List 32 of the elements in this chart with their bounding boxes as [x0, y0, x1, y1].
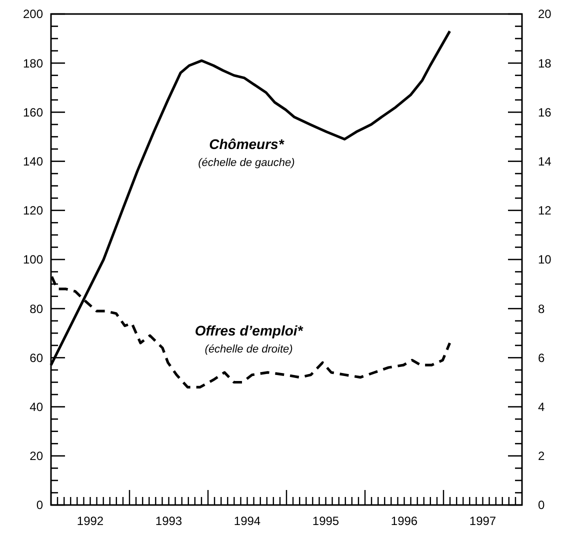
y-tick-label: 0	[36, 498, 44, 512]
x-tick-label: 1993	[155, 514, 182, 528]
y-tick-label: 100	[22, 252, 44, 267]
y2-tick-label: 0	[538, 498, 545, 512]
y-tick-label: 160	[22, 105, 44, 120]
y-tick-label: 40	[30, 400, 44, 414]
y2-tick-label: 8	[538, 302, 545, 316]
x-tick-label: 1997	[469, 514, 496, 528]
y2-tick-label: 18	[538, 56, 552, 70]
y2-tick-label: 4	[538, 400, 545, 414]
x-tick-label: 1992	[76, 514, 104, 528]
y2-tick-label: 2	[538, 449, 545, 464]
x-tick-label: 1994	[234, 514, 261, 528]
y-tick-label: 120	[22, 204, 44, 218]
annotation: (échelle de droite)	[204, 344, 294, 356]
y-tick-label: 60	[30, 350, 44, 365]
y2-tick-label: 16	[538, 105, 552, 120]
y2-tick-label: 10	[538, 252, 552, 267]
x-tick-label: 1995	[312, 514, 340, 528]
text: Offres d’emploi*	[194, 322, 304, 339]
series-label: Chômeurs*	[209, 136, 284, 152]
y2-tick-label: 20	[538, 7, 552, 22]
y2-tick-label: 12	[538, 204, 552, 218]
y-tick-label: 200	[22, 7, 44, 22]
x-tick-label: 1996	[390, 514, 418, 528]
y-tick-label: 140	[22, 154, 44, 168]
y-tick-label: 20	[30, 449, 44, 464]
y-tick-label: 180	[22, 56, 44, 70]
y2-tick-label: 6	[538, 350, 545, 365]
y-tick-label: 80	[30, 302, 44, 316]
annotation: (échelle de gauche)	[198, 157, 296, 170]
y2-tick-label: 14	[538, 154, 552, 168]
